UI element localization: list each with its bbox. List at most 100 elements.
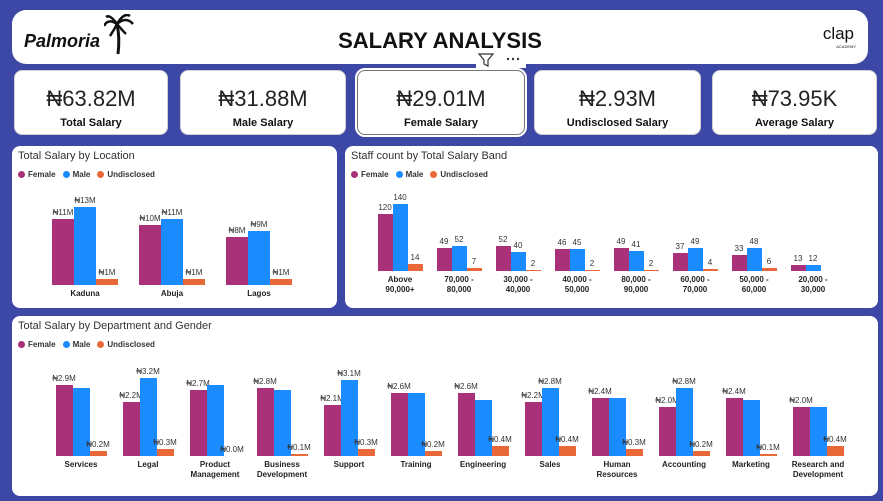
- value-label: ₦2.9M: [52, 374, 76, 384]
- legend-label: Female: [28, 340, 56, 349]
- bar: [525, 270, 541, 271]
- department-panel: Total Salary by Department and Gender Fem…: [12, 316, 878, 496]
- value-label: 46: [557, 237, 567, 247]
- category-label: 50,000 - 60,000: [739, 275, 769, 295]
- filter-icon[interactable]: [477, 53, 495, 67]
- value-label: ₦11M: [52, 208, 74, 217]
- category-label: Research and Development: [791, 460, 845, 480]
- value-label: 2: [648, 259, 654, 269]
- legend-item: Undisclosed: [97, 340, 155, 349]
- value-label: 52: [454, 235, 464, 245]
- legend-label: Undisclosed: [440, 170, 488, 179]
- category-label: Above 90,000+: [385, 275, 415, 295]
- legend-swatch: [430, 171, 438, 178]
- value-label: ₦2.2M: [119, 391, 143, 401]
- value-label: ₦8M: [228, 226, 246, 235]
- bar: [390, 392, 408, 456]
- bar: [613, 247, 629, 271]
- value-label: ₦0.3M: [622, 437, 646, 447]
- category-label: Legal: [137, 460, 159, 469]
- value-label: ₦0.1M: [287, 442, 311, 452]
- legend-label: Undisclosed: [107, 340, 155, 349]
- bar: [792, 407, 810, 456]
- bar: [731, 255, 747, 271]
- value-label: 140: [393, 193, 407, 202]
- bar: [790, 264, 806, 271]
- value-label: 41: [631, 240, 641, 250]
- category-label: 40,000 - 50,000: [562, 275, 592, 295]
- bar: [161, 219, 183, 285]
- legend-label: Male: [72, 170, 91, 179]
- kpi-card: ₦29.01M Female Salary: [355, 68, 527, 137]
- category-label: Business Development: [256, 460, 308, 480]
- kpi-label: Male Salary: [232, 117, 294, 129]
- bar: [675, 387, 693, 456]
- value-label: ₦0.2M: [421, 440, 445, 450]
- value-label: ₦0.4M: [555, 435, 579, 445]
- legend-label: Female: [28, 170, 56, 179]
- value-label: ₦2.4M: [588, 386, 612, 396]
- bar: [761, 268, 777, 271]
- more-icon[interactable]: [506, 57, 520, 61]
- bar: [658, 407, 676, 456]
- bar: [139, 225, 161, 285]
- bar: [96, 279, 118, 285]
- value-label: ₦2.6M: [454, 381, 478, 391]
- bar: [392, 204, 408, 271]
- legend: Female Male Undisclosed: [18, 170, 155, 179]
- bar: [74, 207, 96, 285]
- category-label: 70,000 - 80,000: [444, 275, 474, 295]
- bar: [742, 399, 760, 456]
- kpi-label: Undisclosed Salary: [566, 117, 669, 129]
- bar: [436, 247, 452, 271]
- bar: [510, 251, 526, 271]
- value-label: 120: [378, 202, 392, 212]
- value-label: ₦0.1M: [756, 442, 780, 452]
- value-label: 4: [707, 258, 713, 268]
- kpi-value: ₦2.93M: [578, 86, 657, 111]
- palm-icon: [104, 14, 134, 55]
- value-label: ₦2.1M: [320, 393, 344, 403]
- bar: [558, 446, 576, 456]
- value-label: 45: [572, 238, 582, 248]
- value-label: 14: [410, 253, 420, 263]
- legend-swatch: [62, 171, 70, 178]
- bar: [55, 385, 73, 456]
- bar: [377, 213, 393, 271]
- legend-swatch: [395, 171, 403, 178]
- bar: [608, 397, 626, 456]
- legend-item: Male: [62, 340, 90, 349]
- bar: [805, 265, 821, 271]
- bar: [156, 448, 174, 456]
- bar: [491, 446, 509, 456]
- bar: [554, 248, 570, 271]
- bar: [206, 385, 224, 456]
- kpi-label: Average Salary: [754, 117, 835, 129]
- bar: [584, 270, 600, 271]
- header: Palmoria SALARY ANALYSIS clap ACADEMY: [12, 10, 868, 64]
- category-label: Training: [400, 460, 432, 469]
- brand: Palmoria: [24, 31, 101, 51]
- legend-label: Male: [405, 170, 424, 179]
- legend-item: Undisclosed: [97, 170, 155, 179]
- bar: [524, 402, 542, 456]
- legend: Female Male Undisclosed: [18, 340, 155, 349]
- value-label: ₦2.4M: [722, 386, 746, 396]
- bar: [270, 279, 292, 285]
- legend-item: Male: [395, 170, 424, 179]
- bar: [569, 249, 585, 271]
- legend-item: Female: [18, 340, 56, 349]
- value-label: 33: [734, 244, 744, 254]
- value-label: ₦2.6M: [387, 381, 411, 391]
- kpi-value: ₦73.95K: [751, 86, 838, 111]
- legend-swatch: [18, 171, 25, 178]
- bar: [495, 246, 511, 271]
- bar: [273, 390, 291, 456]
- value-label: 49: [439, 236, 449, 246]
- page-title: SALARY ANALYSIS: [338, 28, 542, 53]
- value-label: 12: [808, 254, 818, 264]
- bar: [122, 402, 140, 456]
- bar: [248, 231, 270, 285]
- bar: [226, 237, 248, 285]
- category-label: Services: [64, 460, 98, 469]
